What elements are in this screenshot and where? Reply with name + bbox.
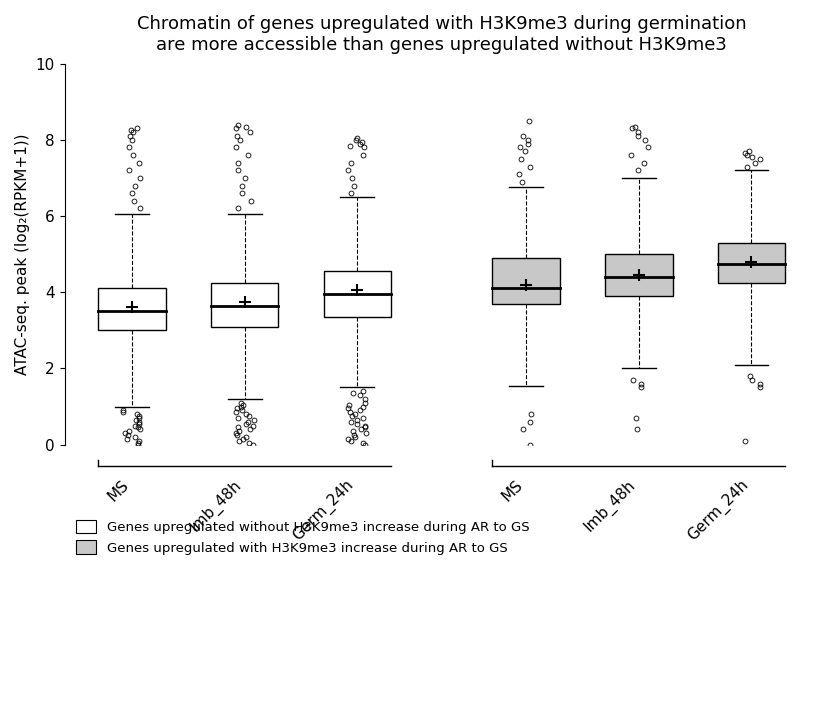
Title: Chromatin of genes upregulated with H3K9me3 during germination
are more accessib: Chromatin of genes upregulated with H3K9… bbox=[137, 15, 746, 54]
Text: MS: MS bbox=[105, 477, 132, 504]
FancyBboxPatch shape bbox=[492, 258, 560, 304]
Text: Germ_24h: Germ_24h bbox=[684, 477, 751, 544]
Text: Imb_48h: Imb_48h bbox=[581, 477, 639, 535]
FancyBboxPatch shape bbox=[605, 254, 672, 296]
Legend: Genes upregulated without H3K9me3 increase during AR to GS, Genes upregulated wi: Genes upregulated without H3K9me3 increa… bbox=[71, 514, 535, 560]
Text: MS: MS bbox=[500, 477, 526, 504]
FancyBboxPatch shape bbox=[211, 282, 279, 327]
Text: Germ_24h: Germ_24h bbox=[290, 477, 357, 544]
FancyBboxPatch shape bbox=[717, 242, 786, 282]
Y-axis label: ATAC-seq. peak (log₂(RPKM+1)): ATAC-seq. peak (log₂(RPKM+1)) bbox=[15, 134, 30, 375]
Text: Imb_48h: Imb_48h bbox=[187, 477, 244, 535]
FancyBboxPatch shape bbox=[98, 288, 166, 330]
FancyBboxPatch shape bbox=[324, 271, 391, 317]
